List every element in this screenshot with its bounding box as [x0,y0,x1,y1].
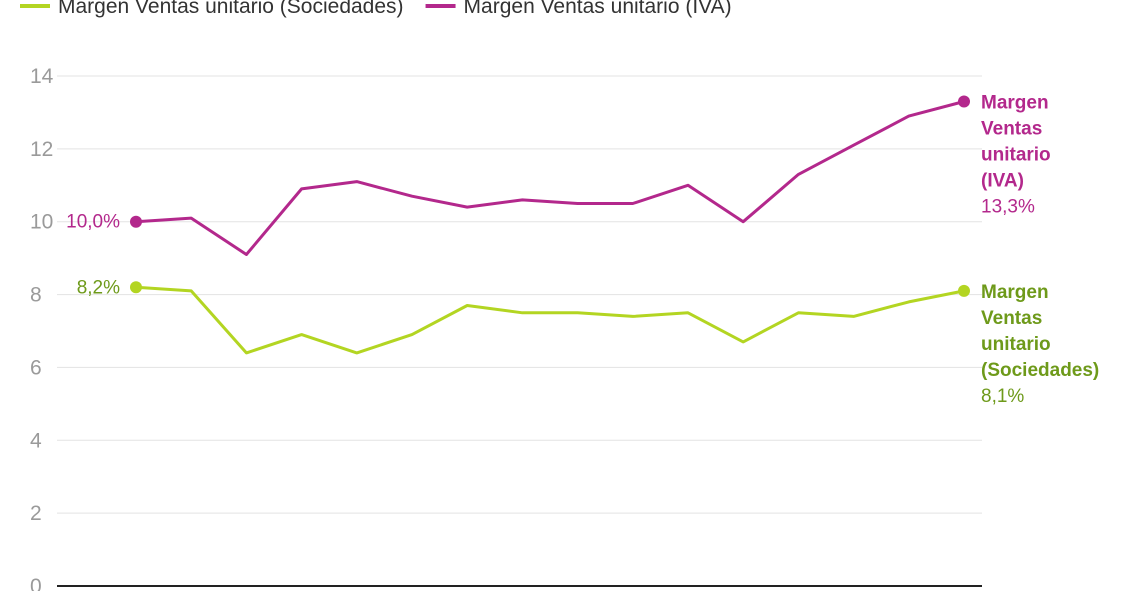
y-tick-label: 12 [30,138,53,161]
y-tick-label: 0 [30,575,42,591]
y-tick-label: 2 [30,502,42,525]
legend-label-1: Margen Ventas unitario (IVA) [464,0,732,18]
y-axis: 0 2 4 6 8 10 12 14 [30,65,982,591]
legend-label-0: Margen Ventas unitario (Sociedades) [58,0,404,18]
series-0-end-label-line: (Sociedades) [981,360,1099,381]
series-0-point-15 [958,284,970,297]
series-0-start-label: 8,2% [77,277,120,298]
series-1-end-label-line: unitario [981,145,1051,166]
y-tick-label: 4 [30,429,42,452]
series-1-point-15 [958,95,970,108]
series-group [130,95,970,355]
y-tick-label: 6 [30,356,42,379]
series-0-end-label-line: Ventas [981,308,1042,329]
series-1-point-0 [130,215,142,228]
legend: Margen Ventas unitario (Sociedades) Marge… [20,0,732,18]
series-0-point-0 [130,281,142,294]
series-labels: 8,2% Margen Ventas unitario (Sociedades) 8,1%… [66,93,1099,407]
series-0-end-label-line: Margen [981,282,1049,303]
series-1-end-value: 13,3% [981,197,1035,218]
series-1-start-label: 10,0% [66,212,120,233]
y-tick-label: 14 [30,65,54,88]
series-0-end-value: 8,1% [981,386,1024,407]
grid [57,75,982,514]
series-0-end-label-line: unitario [981,334,1051,355]
y-tick-label: 10 [30,211,53,234]
series-1-end-label-line: (IVA) [981,171,1024,192]
y-tick-label: 8 [30,284,42,307]
series-1-end-label-line: Ventas [981,119,1042,140]
series-1-end-label-line: Margen [981,93,1049,114]
series-line-0 [134,285,966,355]
series-line-1 [134,100,966,256]
